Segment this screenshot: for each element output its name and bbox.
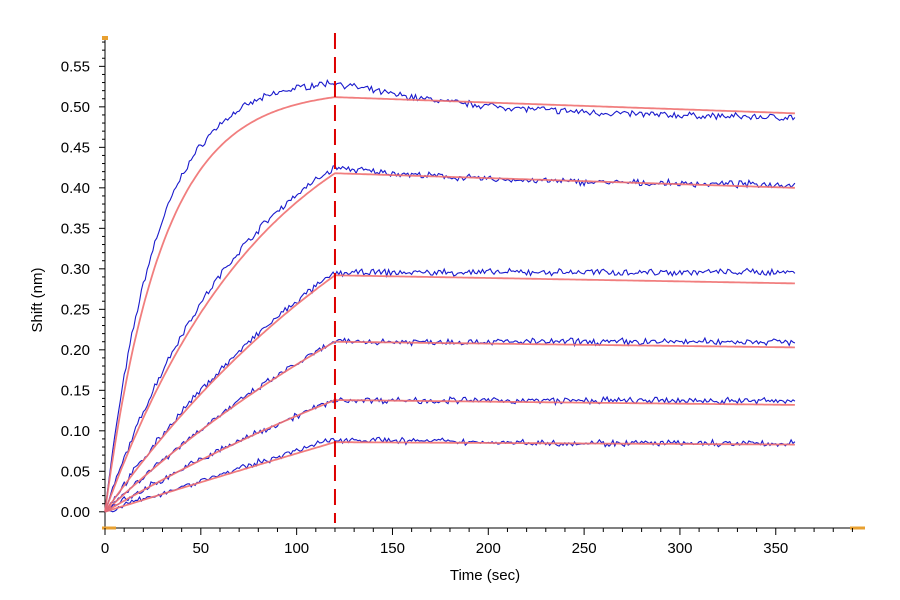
fit-curve-6 <box>104 441 795 513</box>
measured-curve-3 <box>104 267 796 513</box>
y-axis-label: Shift (nm) <box>29 267 46 332</box>
measured-curve-1 <box>104 78 796 512</box>
y-tick-label: 0.20 <box>61 342 90 359</box>
x-tick-label: 0 <box>101 540 109 557</box>
fit-curve-5 <box>104 399 795 513</box>
x-axis-label: Time (sec) <box>450 567 520 584</box>
x-tick-label: 50 <box>192 540 209 557</box>
fit-curve-1 <box>104 96 795 512</box>
y-tick-label: 0.50 <box>61 99 90 116</box>
measured-curve-5 <box>104 395 796 513</box>
x-tick-label: 300 <box>667 540 692 557</box>
y-tick-label: 0.05 <box>61 463 90 480</box>
y-tick-label: 0.40 <box>61 180 90 197</box>
fit-curve-4 <box>104 340 795 513</box>
x-tick-label: 100 <box>284 540 309 557</box>
x-tick-label: 150 <box>380 540 405 557</box>
y-tick-label: 0.10 <box>61 423 90 440</box>
y-tick-label: 0.15 <box>61 382 90 399</box>
axes <box>102 36 865 530</box>
series-layer <box>104 78 796 513</box>
y-tick-label: 0.00 <box>61 504 90 521</box>
y-tick-label: 0.45 <box>61 139 90 156</box>
x-tick-label: 250 <box>572 540 597 557</box>
fit-curve-3 <box>104 274 795 513</box>
y-tick-label: 0.30 <box>61 261 90 278</box>
ticks: 0.00 0.05 0.10 0.15 0.20 0.25 0.30 0.35 0.40 0.45… <box>61 41 853 557</box>
y-tick-label: 0.55 <box>61 58 90 75</box>
measured-curve-2 <box>104 165 796 512</box>
fit-curve-2 <box>104 172 795 513</box>
y-tick-label: 0.35 <box>61 220 90 237</box>
measured-curve-6 <box>104 436 796 513</box>
x-tick-label: 200 <box>476 540 501 557</box>
x-tick-label: 350 <box>763 540 788 557</box>
y-tick-label: 0.25 <box>61 301 90 318</box>
